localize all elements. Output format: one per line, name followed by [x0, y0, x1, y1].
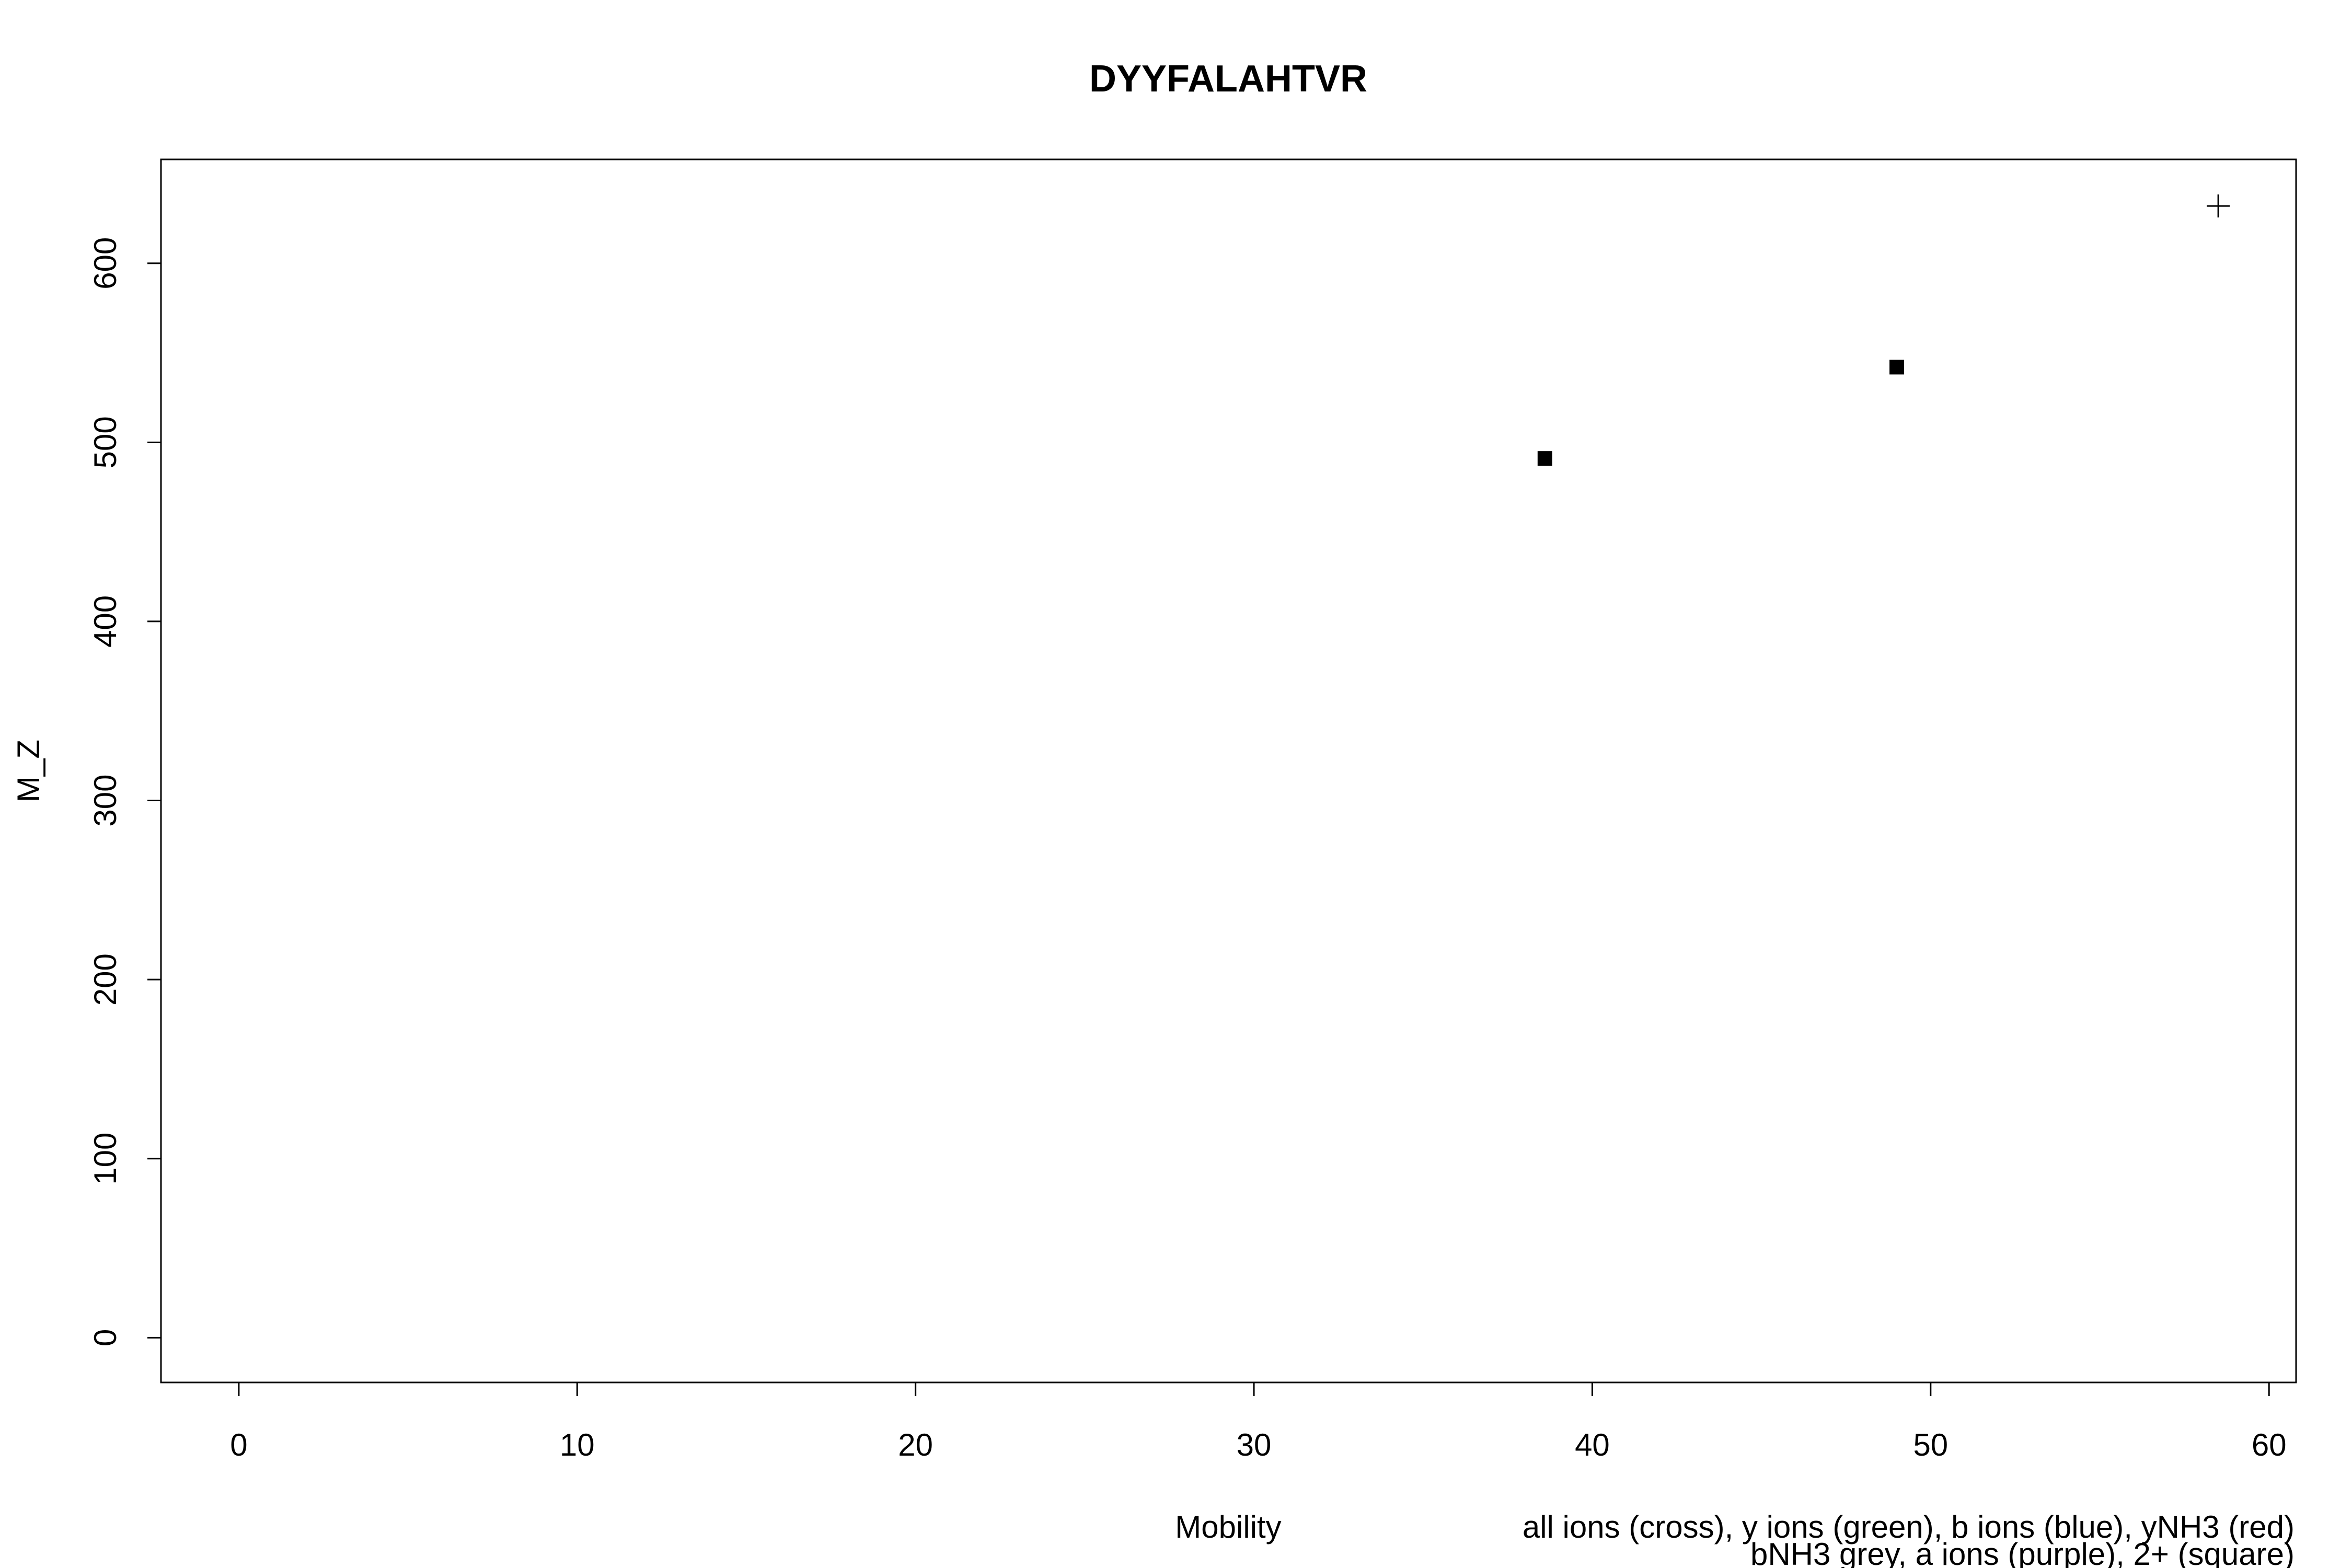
- y-tick-label: 200: [88, 953, 123, 1006]
- x-tick-label: 50: [1913, 1427, 1948, 1462]
- legend-note-2: bNH3 grey, a ions (purple), 2+ (square): [1750, 1537, 2295, 1568]
- x-tick-label: 0: [230, 1427, 247, 1462]
- x-tick-label: 40: [1575, 1427, 1610, 1462]
- chart-title: DYYFALAHTVR: [1089, 58, 1367, 100]
- x-axis: 0 10 20 30 40 50 60: [230, 1381, 2287, 1462]
- point-cross-1-0: [2207, 194, 2230, 218]
- x-tick-label: 20: [898, 1427, 933, 1462]
- x-tick-label: 30: [1237, 1427, 1272, 1462]
- y-tick-label: 100: [88, 1133, 123, 1185]
- y-tick-label: 300: [88, 774, 123, 826]
- y-tick-label: 500: [88, 416, 123, 468]
- y-tick-label: 400: [88, 595, 123, 648]
- x-axis-label: Mobility: [1175, 1509, 1281, 1544]
- y-tick-label: 600: [88, 237, 123, 290]
- point-square-0-1: [1889, 360, 1905, 375]
- y-tick-label: 0: [88, 1329, 123, 1346]
- y-axis: 0 100 200 300 400 500 600: [88, 237, 162, 1346]
- point-square-0-0: [1537, 451, 1552, 466]
- x-tick-label: 10: [560, 1427, 595, 1462]
- legend-note-1: all ions (cross), y ions (green), b ions…: [1523, 1509, 2295, 1544]
- x-tick-label: 60: [2252, 1427, 2287, 1462]
- y-axis-label: M_Z: [11, 740, 46, 802]
- data-points: [1537, 194, 2230, 466]
